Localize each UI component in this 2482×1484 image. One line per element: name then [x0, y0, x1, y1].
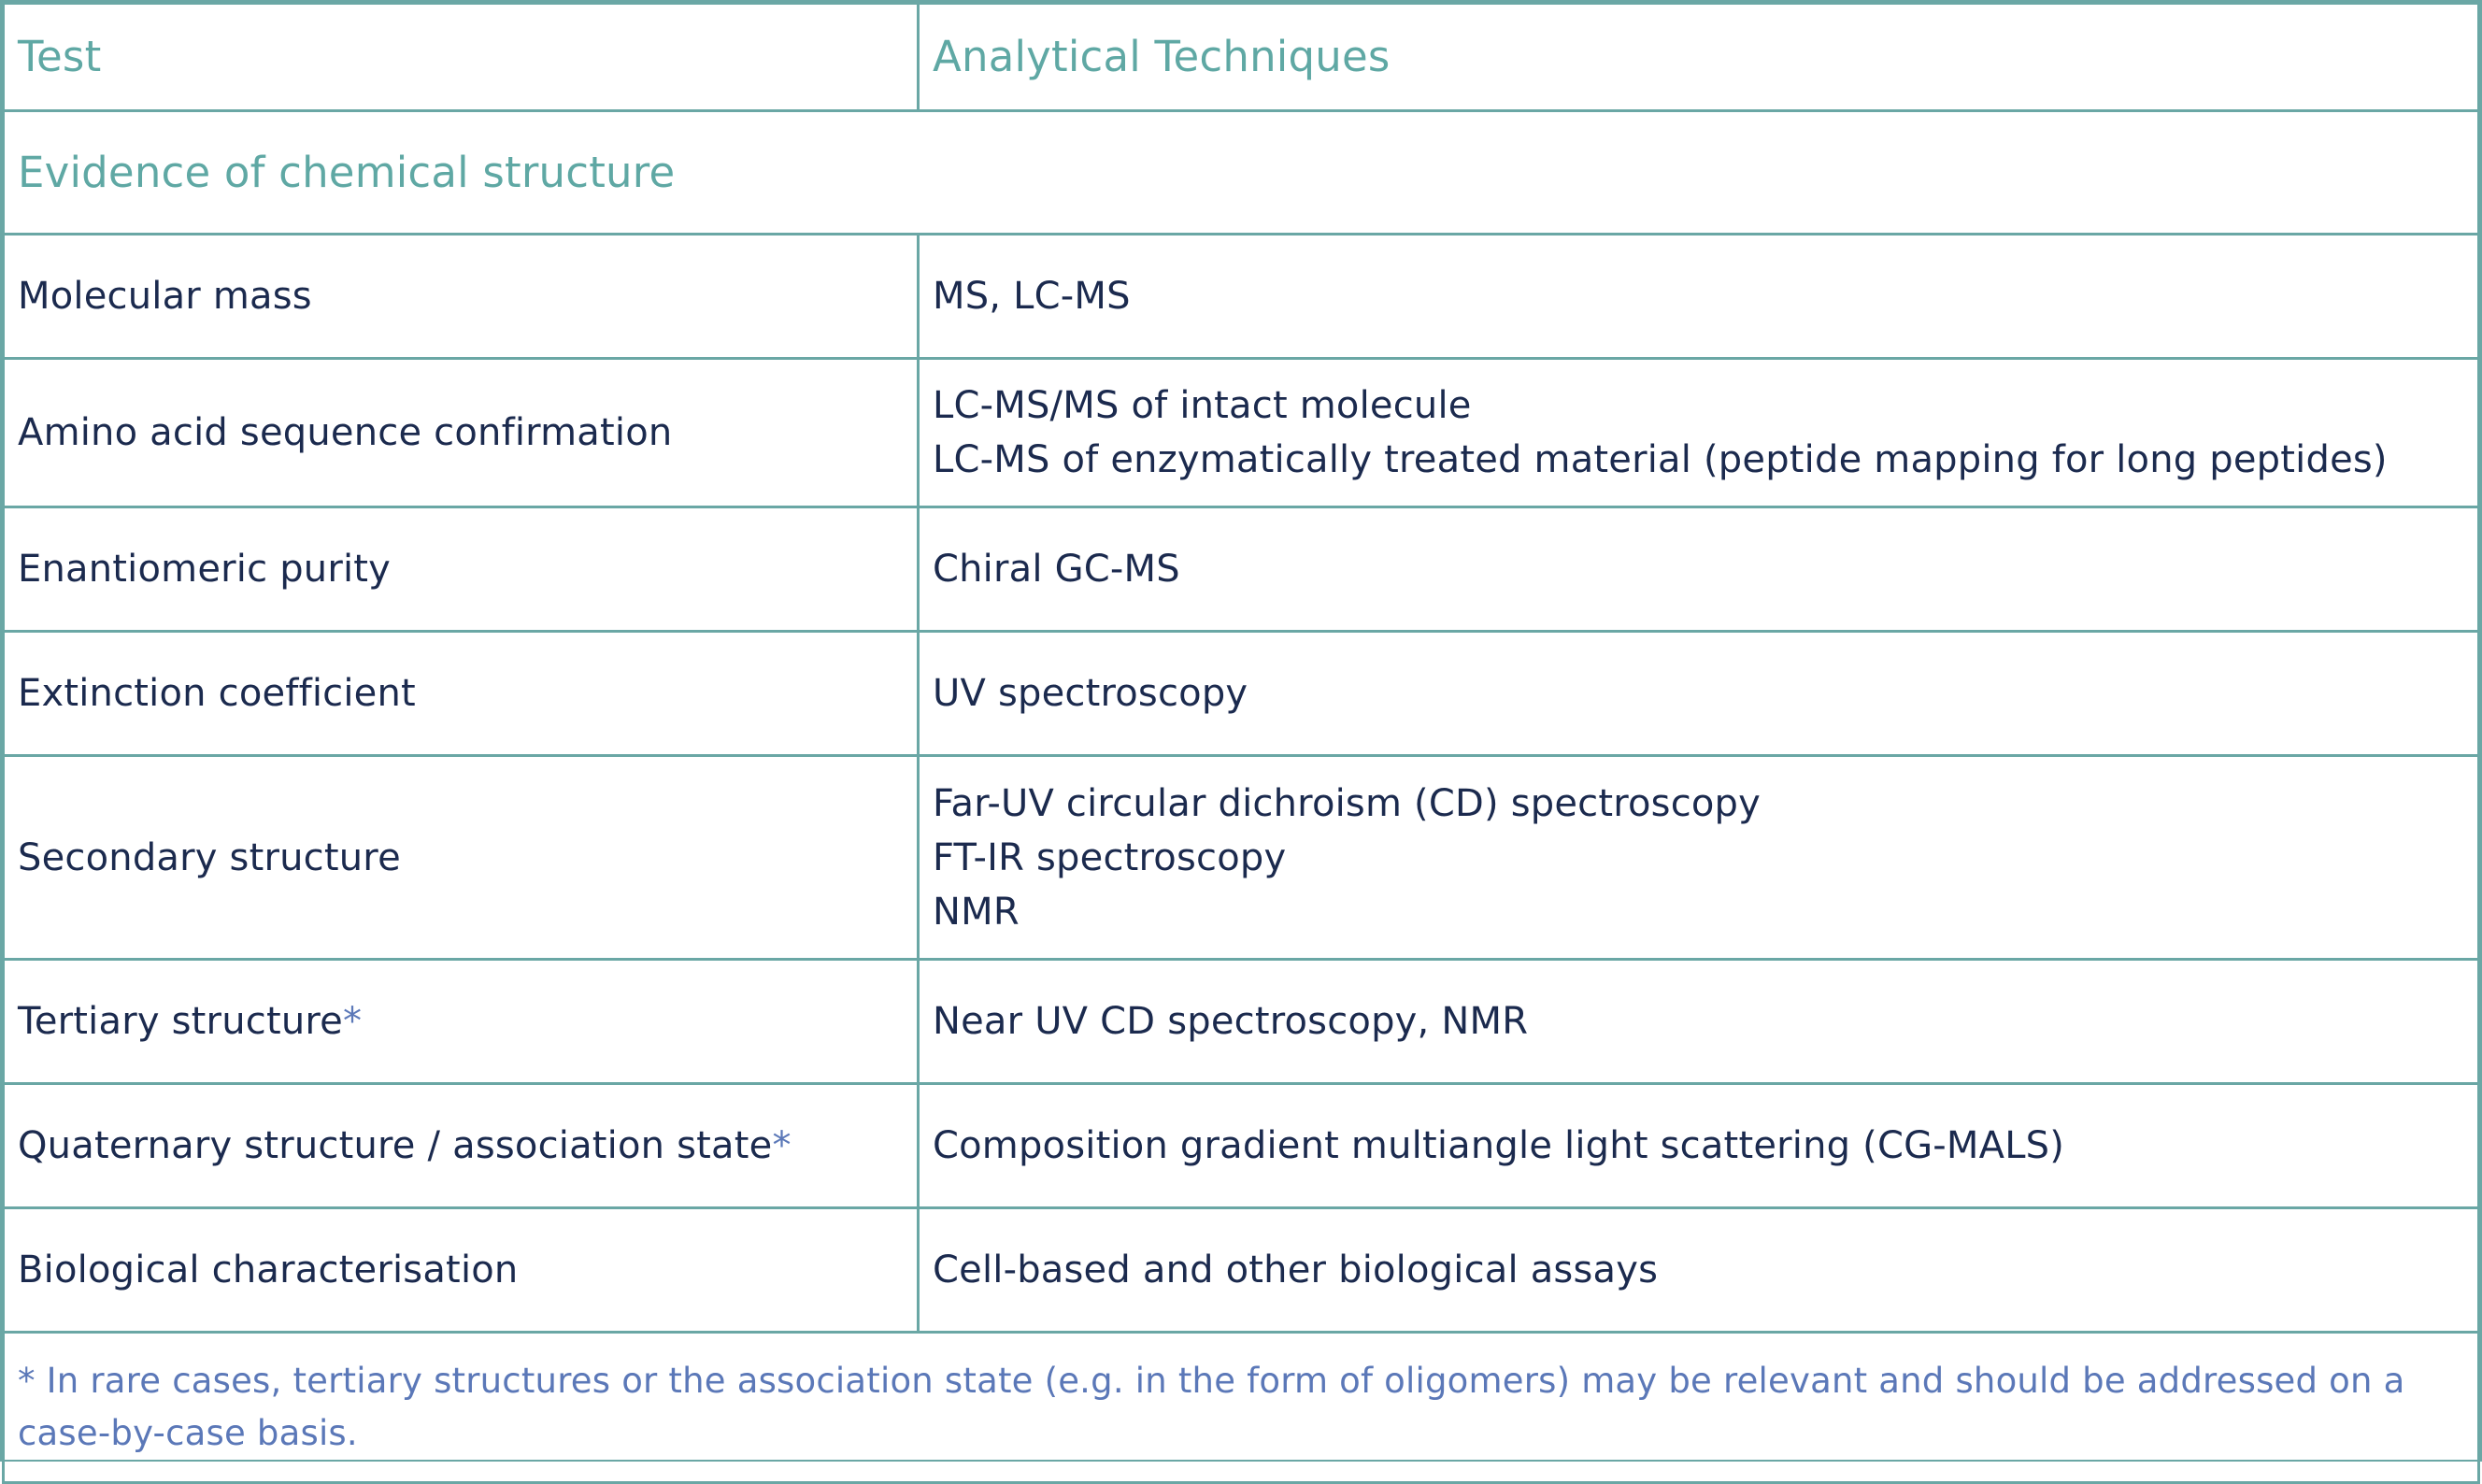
techniques-cell: UV spectroscopy — [917, 630, 2480, 757]
test-cell: Secondary structure — [2, 754, 920, 961]
technique-line: Far-UV circular dichroism (CD) spectrosc… — [933, 781, 1762, 825]
technique-line: LC-MS/MS of intact molecule — [933, 384, 1472, 427]
technique-line: UV spectroscopy — [933, 672, 1248, 715]
techniques-cell: Composition gradient multiangle light sc… — [917, 1082, 2480, 1209]
section-row: Evidence of chemical structure — [2, 109, 2480, 235]
technique-line: Chiral GC-MS — [933, 548, 1180, 591]
technique-line: Cell-based and other biological assays — [933, 1249, 1659, 1291]
test-label: Tertiary structure — [18, 1000, 343, 1043]
test-cell: Extinction coefficient — [2, 630, 920, 757]
footnote-asterisk: * — [342, 1000, 363, 1043]
table-row: Extinction coefficient UV spectroscopy — [2, 630, 2480, 757]
technique-line: NMR — [933, 890, 1020, 934]
header-analytical-techniques: Analytical Techniques — [917, 2, 2480, 112]
test-label: Molecular mass — [18, 275, 312, 318]
technique-line: LC-MS of enzymatically treated material … — [933, 438, 2388, 481]
table-row: Quaternary structure / association state… — [2, 1082, 2480, 1209]
test-cell: Enantiomeric purity — [2, 506, 920, 633]
techniques-cell: LC-MS/MS of intact molecule LC-MS of enz… — [917, 357, 2480, 508]
table-row: Enantiomeric purity Chiral GC-MS — [2, 506, 2480, 633]
table-header-row: Test Analytical Techniques — [2, 2, 2480, 112]
footnote-row: * In rare cases, tertiary structures or … — [2, 1331, 2480, 1484]
footnote-asterisk: * — [772, 1124, 792, 1167]
table-row: Amino acid sequence confirmation LC-MS/M… — [2, 357, 2480, 508]
techniques-cell: Far-UV circular dichroism (CD) spectrosc… — [917, 754, 2480, 961]
test-label: Enantiomeric purity — [18, 548, 392, 591]
test-label: Amino acid sequence confirmation — [18, 411, 673, 454]
techniques-cell: Cell-based and other biological assays — [917, 1206, 2480, 1334]
test-cell: Amino acid sequence confirmation — [2, 357, 920, 508]
section-title: Evidence of chemical structure — [2, 109, 2480, 235]
test-cell: Molecular mass — [2, 233, 920, 360]
table-row: Biological characterisation Cell-based a… — [2, 1206, 2480, 1334]
test-cell: Tertiary structure* — [2, 958, 920, 1085]
test-cell: Biological characterisation — [2, 1206, 920, 1334]
table-row: Tertiary structure* Near UV CD spectrosc… — [2, 958, 2480, 1085]
table-row: Secondary structure Far-UV circular dich… — [2, 754, 2480, 961]
technique-line: FT-IR spectroscopy — [933, 835, 1287, 879]
technique-line: Near UV CD spectroscopy, NMR — [933, 1000, 1529, 1043]
test-label: Extinction coefficient — [18, 672, 416, 715]
test-label: Biological characterisation — [18, 1249, 519, 1291]
techniques-cell: Chiral GC-MS — [917, 506, 2480, 633]
table-row: Molecular mass MS, LC-MS — [2, 233, 2480, 360]
test-cell: Quaternary structure / association state… — [2, 1082, 920, 1209]
footnote-text: * In rare cases, tertiary structures or … — [2, 1331, 2480, 1484]
test-label: Quaternary structure / association state — [18, 1124, 773, 1167]
test-label: Secondary structure — [18, 835, 401, 879]
techniques-cell: Near UV CD spectroscopy, NMR — [917, 958, 2480, 1085]
header-test: Test — [2, 2, 920, 112]
technique-line: MS, LC-MS — [933, 275, 1131, 318]
technique-line: Composition gradient multiangle light sc… — [933, 1124, 2065, 1167]
techniques-cell: MS, LC-MS — [917, 233, 2480, 360]
